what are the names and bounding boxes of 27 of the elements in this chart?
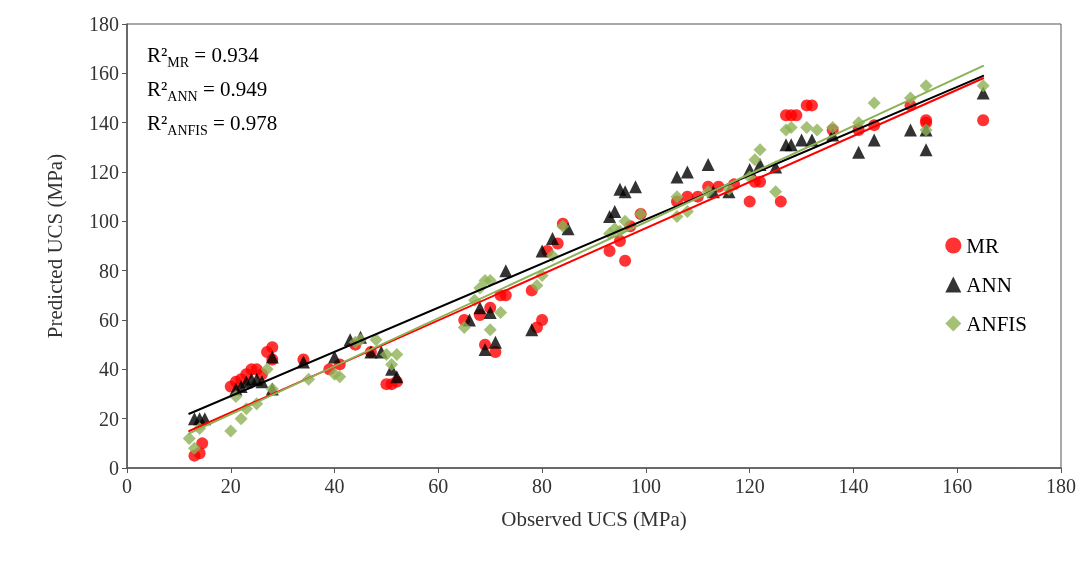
y-tick-label: 80 <box>99 259 119 282</box>
x-tick-label: 140 <box>838 475 869 497</box>
annotation: R²$_{ANN}$ = 0.949 <box>147 76 269 107</box>
y-axis-title: Predicted UCS (MPa) <box>42 153 67 339</box>
y-tick-label: 180 <box>89 13 119 35</box>
x-tick-label: 20 <box>220 475 241 497</box>
y-tick-label: 40 <box>99 358 119 381</box>
y-tick-label: 160 <box>89 62 119 85</box>
y-tick-label: 140 <box>89 111 119 134</box>
legend-label: ANFIS <box>966 311 1027 336</box>
x-tick-label: 80 <box>532 475 553 497</box>
legend-label: MR <box>966 233 999 258</box>
y-tick-label: 120 <box>89 161 119 183</box>
y-tick-label: 60 <box>99 309 119 331</box>
x-tick-label: 120 <box>734 475 765 497</box>
x-tick-label: 100 <box>630 475 661 497</box>
legend-label: ANN <box>966 272 1012 297</box>
y-tick-label: 0 <box>109 457 119 479</box>
x-tick-label: 60 <box>428 475 449 497</box>
annotation: R²$_{MR}$ = 0.934 <box>147 42 260 73</box>
y-tick-label: 100 <box>89 210 119 233</box>
y-tick-label: 20 <box>99 407 119 430</box>
x-tick-label: 40 <box>324 475 345 497</box>
annotation: R²$_{ANFIS}$ = 0.978 <box>147 110 278 141</box>
x-tick-label: 160 <box>942 475 973 497</box>
x-tick-label: 180 <box>1046 475 1076 497</box>
x-axis-title: Observed UCS (MPa) <box>501 506 687 531</box>
